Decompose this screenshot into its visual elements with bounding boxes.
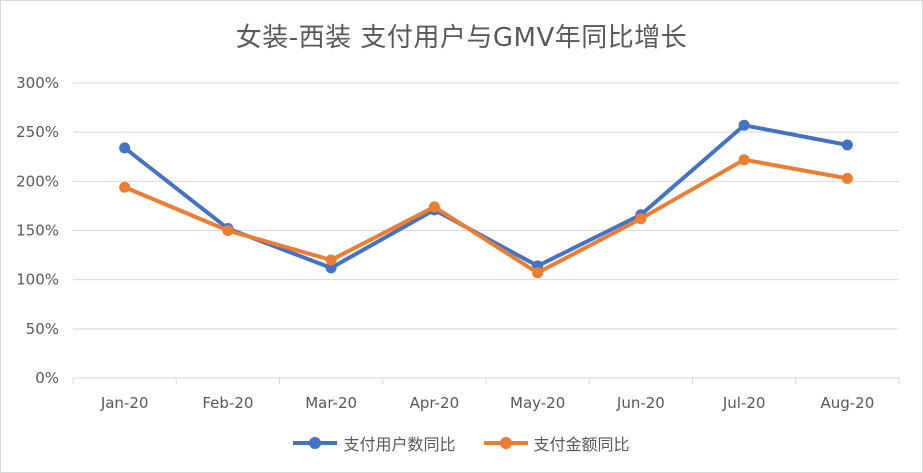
y-tick-label: 0%: [35, 369, 59, 387]
y-tick-label: 100%: [16, 271, 59, 289]
legend-item-users: 支付用户数同比: [293, 431, 456, 455]
x-tick-label: Mar-20: [305, 394, 357, 412]
x-tick-label: Feb-20: [202, 394, 253, 412]
x-tick-label: Jun-20: [616, 394, 665, 412]
y-tick-label: 150%: [16, 222, 59, 240]
chart-legend: 支付用户数同比 支付金额同比: [1, 431, 922, 455]
legend-label-gmv: 支付金额同比: [533, 435, 630, 454]
data-point: [841, 172, 853, 184]
data-point: [119, 142, 131, 154]
data-point: [222, 225, 234, 236]
data-point: [428, 201, 440, 213]
data-point: [325, 254, 337, 266]
data-point: [738, 119, 750, 131]
data-point: [532, 267, 544, 279]
legend-label-users: 支付用户数同比: [343, 435, 456, 454]
data-point: [841, 139, 853, 151]
data-point: [635, 213, 647, 225]
y-tick-label: 250%: [16, 123, 59, 141]
series-line-0: [122, 123, 850, 270]
legend-swatch-gmv: [483, 436, 528, 450]
x-tick-label: Aug-20: [820, 394, 874, 412]
chart-title: 女装-西装 支付用户与GMV年同比增长: [235, 23, 688, 53]
y-tick-label: 200%: [16, 172, 59, 190]
legend-swatch-users: [293, 436, 338, 450]
legend-item-gmv: 支付金额同比: [483, 431, 630, 455]
y-tick-label: 300%: [16, 74, 59, 92]
y-tick-label: 50%: [26, 320, 59, 338]
x-tick-label: Jul-20: [722, 394, 766, 412]
data-point: [738, 154, 750, 166]
data-point: [325, 262, 337, 274]
series-line-1: [122, 157, 850, 275]
x-tick-label: Jan-20: [100, 394, 149, 412]
x-tick-label: May-20: [510, 394, 565, 412]
x-tick-label: Apr-20: [410, 394, 460, 412]
data-point: [119, 181, 131, 193]
